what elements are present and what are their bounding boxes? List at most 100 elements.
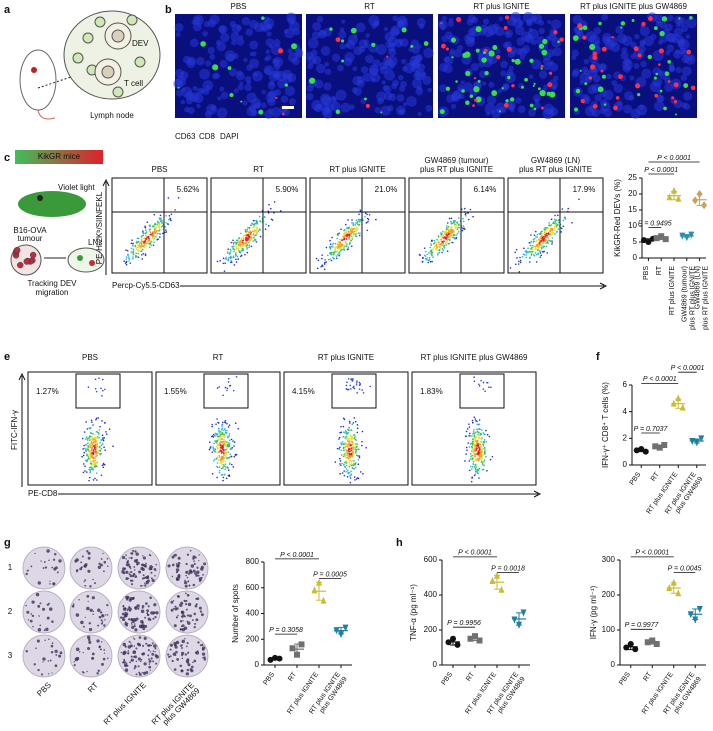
nucleus: [236, 38, 245, 46]
cd63-spot: [309, 77, 316, 84]
nucleus: [453, 49, 462, 58]
nucleus: [220, 32, 230, 43]
event: [357, 458, 360, 461]
event: [240, 241, 243, 243]
event: [355, 439, 357, 441]
event: [351, 423, 354, 426]
event: [532, 250, 535, 253]
event: [485, 455, 487, 458]
nucleus: [667, 14, 674, 22]
cd8-spot: [686, 49, 692, 55]
event: [471, 443, 474, 446]
spot: [128, 598, 132, 602]
event: [361, 444, 363, 447]
spot: [58, 559, 62, 563]
nucleus: [484, 103, 496, 114]
event: [447, 225, 450, 228]
event: [531, 250, 534, 253]
nucleus: [495, 102, 506, 113]
spot: [127, 652, 130, 655]
event: [351, 460, 354, 462]
spot: [173, 668, 177, 671]
event: [98, 445, 101, 448]
event: [474, 459, 477, 462]
spot: [124, 607, 127, 610]
row-label: 1: [8, 563, 13, 572]
event: [353, 462, 355, 465]
spot: [142, 626, 145, 629]
event: [337, 244, 340, 247]
nucleus: [637, 44, 646, 54]
spot: [145, 575, 149, 580]
data-point: [656, 444, 663, 451]
data-point: [520, 609, 527, 617]
event: [170, 219, 172, 222]
event: [351, 466, 354, 469]
event: [338, 436, 341, 439]
spot: [43, 629, 46, 632]
nucleus: [427, 87, 433, 93]
spot: [150, 567, 153, 571]
cd63-spot: [631, 18, 635, 22]
spot: [79, 567, 83, 571]
nucleus: [383, 26, 389, 32]
spot: [177, 595, 180, 598]
x-tick-label: PBS: [262, 671, 276, 687]
event: [349, 477, 352, 479]
event: [221, 474, 223, 476]
event: [348, 455, 350, 457]
spot: [134, 628, 138, 632]
event: [523, 247, 525, 250]
event: [149, 242, 152, 245]
event: [223, 465, 226, 467]
event: [228, 424, 231, 426]
nucleus: [273, 38, 281, 47]
event: [346, 476, 349, 478]
spot: [195, 574, 199, 577]
event: [349, 475, 351, 477]
data-point: [675, 589, 682, 597]
event: [359, 221, 361, 223]
nucleus: [629, 75, 635, 81]
event: [375, 218, 377, 221]
event: [477, 469, 480, 472]
cd63-spot: [498, 110, 502, 113]
caption: Tracking DEV: [27, 279, 77, 288]
event: [353, 467, 355, 470]
event: [433, 239, 436, 242]
event: [430, 252, 432, 255]
event: [96, 479, 98, 481]
cd63-spot: [445, 86, 451, 91]
event: [351, 219, 353, 221]
spot: [138, 570, 142, 574]
event: [224, 258, 227, 260]
spot: [195, 597, 198, 600]
event: [449, 232, 452, 235]
nucleus: [504, 29, 513, 38]
event: [471, 454, 474, 457]
event: [519, 259, 522, 262]
nucleus: [615, 25, 624, 34]
event: [451, 241, 454, 244]
data-point: [511, 616, 518, 624]
event: [337, 234, 339, 237]
nucleus: [341, 19, 346, 24]
event: [538, 245, 540, 247]
nucleus: [417, 111, 422, 117]
event: [429, 260, 432, 263]
event: [483, 433, 486, 435]
event: [84, 438, 87, 440]
event: [247, 233, 249, 236]
nucleus: [406, 96, 417, 107]
spot: [190, 669, 194, 673]
spot: [149, 669, 151, 671]
p-value: P = 0.9495: [638, 220, 672, 227]
event: [140, 245, 142, 247]
event: [136, 246, 138, 249]
event: [214, 451, 217, 453]
event: [343, 245, 345, 248]
event: [152, 232, 155, 234]
event: [536, 245, 539, 248]
event: [253, 229, 256, 232]
nucleus: [331, 101, 341, 112]
